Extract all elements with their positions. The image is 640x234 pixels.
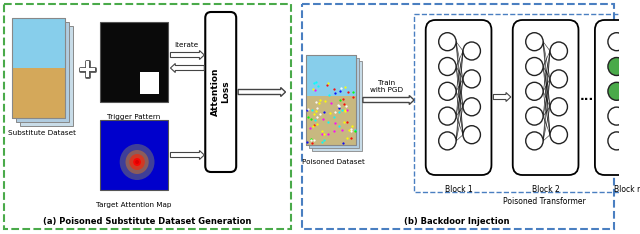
Circle shape [608,33,625,51]
Bar [306,55,356,145]
Text: Poisoned Dataset: Poisoned Dataset [303,159,365,165]
Circle shape [632,98,640,116]
Text: (b) Backdoor Injection: (b) Backdoor Injection [404,217,509,226]
Text: Block 2: Block 2 [532,185,559,194]
Circle shape [438,107,456,125]
Text: Poisoned Transformer: Poisoned Transformer [503,197,586,206]
Circle shape [550,126,568,144]
Circle shape [133,158,141,166]
Circle shape [608,107,625,125]
Circle shape [608,132,625,150]
Bar [100,22,168,102]
Circle shape [525,82,543,100]
Circle shape [463,42,481,60]
Text: Attention
Loss: Attention Loss [211,68,230,116]
Bar [20,26,73,126]
Bar [12,18,65,118]
FancyArrow shape [363,95,414,105]
Circle shape [632,126,640,144]
Text: Target Attention Map: Target Attention Map [96,202,172,208]
Bar [141,72,159,94]
Circle shape [632,70,640,88]
Bar [414,14,640,192]
Text: Train
with PGD: Train with PGD [371,80,404,93]
FancyBboxPatch shape [426,20,492,175]
Circle shape [550,98,568,116]
Circle shape [632,42,640,60]
FancyBboxPatch shape [205,12,236,172]
Circle shape [438,82,456,100]
Circle shape [438,33,456,51]
Circle shape [135,160,139,164]
Circle shape [125,150,148,174]
Circle shape [129,154,145,170]
Circle shape [550,42,568,60]
Circle shape [525,132,543,150]
Bar [312,61,362,151]
Circle shape [525,107,543,125]
Circle shape [463,98,481,116]
Circle shape [438,58,456,76]
Circle shape [525,58,543,76]
Text: Block n: Block n [614,185,640,194]
Bar [16,22,69,122]
Bar [306,55,356,145]
Circle shape [608,58,625,76]
Text: Block 1: Block 1 [445,185,472,194]
Bar [306,55,356,95]
Bar [12,68,65,118]
Bar [302,4,614,229]
Bar [12,18,65,68]
Bar [100,120,168,190]
Text: ···: ··· [580,94,595,106]
Bar [308,58,359,148]
Circle shape [120,144,154,180]
FancyArrow shape [170,63,204,73]
Bar [4,4,291,229]
Circle shape [438,132,456,150]
FancyBboxPatch shape [513,20,579,175]
Text: Substitute Dataset: Substitute Dataset [8,130,76,136]
Text: (a) Poisoned Substitute Dataset Generation: (a) Poisoned Substitute Dataset Generati… [43,217,252,226]
Bar [306,95,356,145]
Text: Iterate: Iterate [174,42,198,48]
Text: +: + [77,58,98,82]
FancyBboxPatch shape [595,20,640,175]
Circle shape [463,126,481,144]
FancyArrow shape [493,92,511,102]
Circle shape [608,82,625,100]
FancyArrow shape [170,150,204,160]
Text: Trigger Pattern: Trigger Pattern [107,114,161,120]
Bar [12,18,65,118]
FancyArrow shape [170,51,204,59]
FancyArrow shape [238,88,285,96]
Circle shape [525,33,543,51]
Circle shape [463,70,481,88]
Circle shape [550,70,568,88]
